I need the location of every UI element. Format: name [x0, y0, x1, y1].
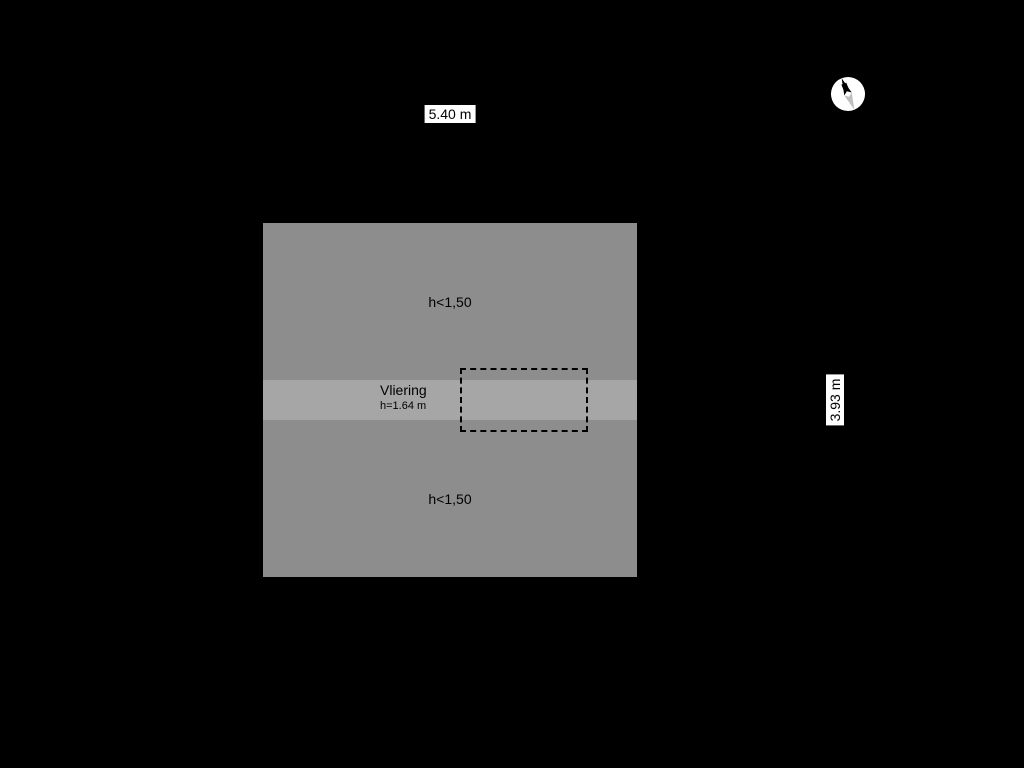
- dimension-width-label: 5.40 m: [425, 105, 476, 123]
- zone-top-sloped: h<1,50: [263, 223, 637, 380]
- compass-icon: N: [828, 74, 868, 114]
- dimension-height-label: 3.93 m: [826, 375, 844, 426]
- room-height: h=1.64 m: [380, 400, 426, 412]
- floorplan-canvas: 5.40 m 3.93 m h<1,50 Vliering h=1.64 m h…: [0, 0, 1024, 768]
- zone-bottom-sloped: h<1,50: [263, 420, 637, 577]
- room-name: Vliering: [380, 382, 427, 398]
- zone-bottom-label: h<1,50: [428, 491, 471, 507]
- zone-top-label: h<1,50: [428, 294, 471, 310]
- hatch-opening: [460, 368, 588, 432]
